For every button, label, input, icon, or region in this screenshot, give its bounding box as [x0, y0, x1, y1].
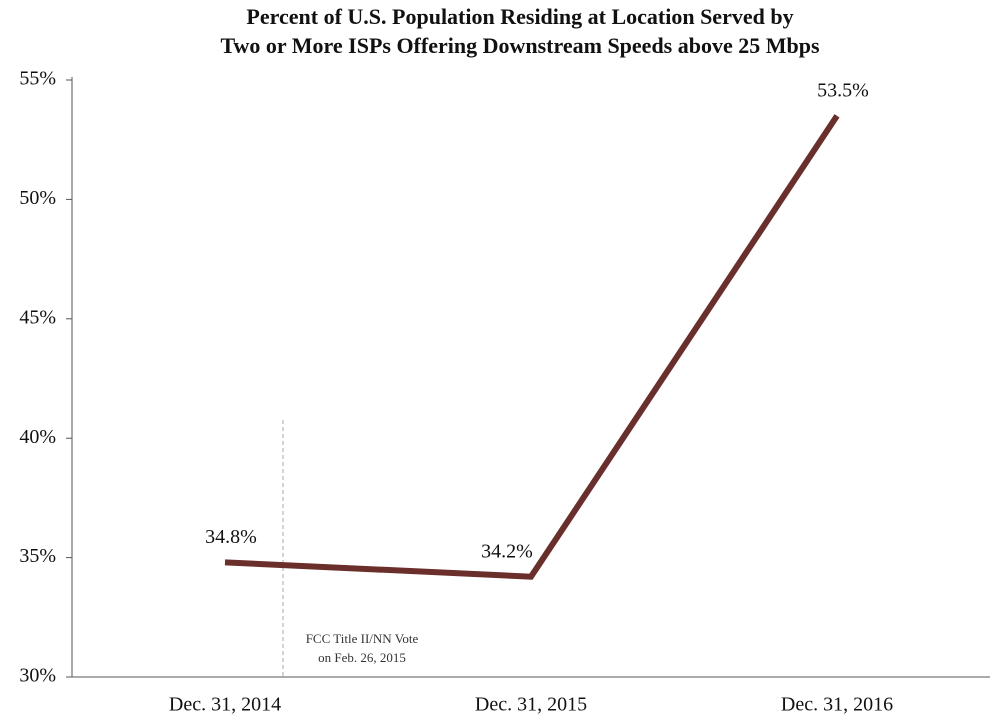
x-tick-label: Dec. 31, 2015	[475, 694, 587, 716]
annotation: FCC Title II/NN Vote	[306, 631, 419, 646]
data-label: 53.5%	[817, 79, 869, 101]
data-line	[224, 114, 840, 580]
y-tick-label: 55%	[19, 68, 56, 90]
x-tick-label: Dec. 31, 2014	[169, 694, 281, 716]
y-tick-label: 35%	[19, 545, 56, 567]
y-tick-label: 30%	[19, 665, 56, 687]
y-tick-label: 40%	[19, 426, 56, 448]
chart-title: Two or More ISPs Offering Downstream Spe…	[220, 33, 820, 58]
x-tick-label: Dec. 31, 2016	[781, 694, 893, 716]
annotation: on Feb. 26, 2015	[318, 650, 406, 665]
chart-title: Percent of U.S. Population Residing at L…	[246, 4, 793, 29]
y-tick-label: 50%	[19, 187, 56, 209]
data-label: 34.8%	[205, 526, 257, 548]
y-tick-label: 45%	[19, 306, 56, 328]
data-label: 34.2%	[481, 540, 533, 562]
